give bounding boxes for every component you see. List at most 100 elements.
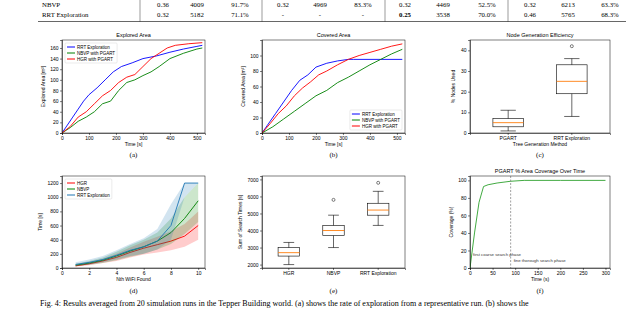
y-tick: 1000 (47, 194, 62, 200)
y-tick-label: 20 (253, 115, 259, 121)
legend-label: HGR with PGART (362, 124, 398, 129)
y-tick: 30 (461, 68, 470, 74)
x-axis-line (63, 269, 206, 271)
x-tick: RRT Exploration (554, 133, 591, 141)
y-tick: 60 (253, 84, 262, 90)
plot-area (470, 176, 605, 268)
x-axis-title: Nth WiFi Found (116, 276, 151, 282)
median (323, 230, 344, 231)
x-axis: 0246810 (61, 268, 205, 276)
legend-swatch (67, 53, 75, 54)
table-cell: 52.5% (478, 1, 496, 8)
y-tick-label: 4000 (247, 228, 258, 234)
x-axis: 0100200300400500 (61, 133, 205, 141)
y-tick: 40 (53, 109, 62, 115)
panel-title: Explored Area (116, 32, 151, 38)
box (278, 248, 299, 257)
y-axis-title: Time [s] (37, 213, 43, 231)
series-line (262, 49, 402, 133)
table-cell: 83.3% (354, 1, 372, 8)
table-cell: 0.36 (157, 1, 169, 8)
y-tick-mark (60, 90, 62, 91)
legend-label: RRT Exploration (77, 193, 110, 198)
x-tick-label: 200 (112, 135, 121, 141)
y-tick-mark (468, 250, 470, 251)
x-tick: 100 (511, 268, 520, 276)
panel: 0246810020040060080010001200Nth WiFi Fou… (37, 176, 206, 282)
y-tick: 400 (50, 237, 62, 243)
y-tick-label: 40 (461, 230, 467, 236)
x-tick: 0 (61, 268, 64, 276)
table-cell: 6213 (561, 1, 575, 8)
plot-area (76, 183, 199, 267)
whisker (288, 256, 289, 265)
x-tick: 300 (602, 268, 611, 276)
y-axis: 200030004000500060007000 (247, 177, 262, 269)
y-tick-label: 0 (464, 265, 467, 271)
y-tick: 80 (461, 195, 470, 201)
x-tick-label: 0 (61, 270, 64, 276)
x-tick: 300 (139, 133, 148, 141)
y-tick-mark (60, 122, 62, 123)
subplot-label: (c) (536, 151, 544, 159)
legend-swatch (352, 126, 360, 127)
y-tick: 100 (50, 77, 62, 83)
median (493, 122, 524, 123)
y-axis-title: Explored Area [m²] (40, 65, 46, 107)
x-axis-title: Time [s] (125, 141, 143, 147)
outlier (332, 198, 335, 201)
whisker (508, 110, 509, 118)
plot-frame (262, 176, 405, 268)
y-tick: 60 (461, 213, 470, 219)
y-tick-mark (260, 231, 262, 232)
y-tick: 1200 (47, 180, 62, 186)
y-tick: 7000 (247, 177, 262, 183)
panel-title: PGART % Area Coverage Over Time (495, 168, 585, 174)
table-rule (38, 21, 626, 22)
legend: HGRNBVPRRT Exploration (65, 179, 112, 199)
x-axis-line (63, 134, 206, 136)
plot-frame (262, 40, 405, 133)
y-axis-title: Covered Area [m²] (240, 66, 246, 107)
y-tick-label: 100 (250, 53, 259, 59)
y-tick: 20 (53, 119, 62, 125)
panel: PGARTRRT Exploration010203040Node Genera… (450, 32, 610, 147)
y-axis: 020040060080010001200 (47, 177, 62, 272)
table-cell: RRT Exploration (42, 11, 89, 18)
whisker-cap (373, 191, 384, 192)
y-tick-mark (468, 215, 470, 216)
whisker-cap (501, 110, 516, 111)
y-tick-label: 40 (461, 47, 467, 53)
table-cell: 71.1% (231, 11, 249, 18)
table-cell: - (282, 11, 285, 18)
y-tick-label: 3000 (247, 245, 258, 251)
plot-area (493, 45, 587, 131)
y-tick: 40 (253, 99, 262, 105)
whisker (288, 242, 289, 247)
panel-title: Covered Area (317, 32, 352, 38)
y-tick-mark (60, 240, 62, 241)
legend-swatch (67, 195, 75, 196)
y-tick-label: 80 (461, 195, 467, 201)
x-tick-label: 0 (469, 270, 472, 276)
x-axis: 0100200300400500 (261, 133, 405, 141)
y-tick-label: 1000 (47, 194, 58, 200)
x-tick-label: 500 (393, 135, 402, 141)
table-cell: - (319, 11, 322, 18)
table-cell: 70.0% (478, 11, 496, 18)
y-tick: 0 (464, 265, 470, 271)
subplot-label: (e) (330, 287, 338, 295)
y-tick: 20 (461, 248, 470, 254)
x-axis-title: Tree Generation Method (513, 141, 568, 147)
legend-box (65, 179, 112, 199)
table-cell: 91.7% (231, 1, 249, 8)
x-tick: 100 (285, 133, 294, 141)
x-tick: 4 (116, 268, 119, 276)
x-tick: 500 (193, 133, 202, 141)
y-tick: 80 (253, 68, 262, 74)
y-tick-mark (468, 133, 470, 134)
plot-frame (62, 40, 205, 133)
outlier (377, 181, 380, 184)
y-tick-label: 80 (53, 88, 59, 94)
x-tick: 0 (261, 133, 264, 141)
